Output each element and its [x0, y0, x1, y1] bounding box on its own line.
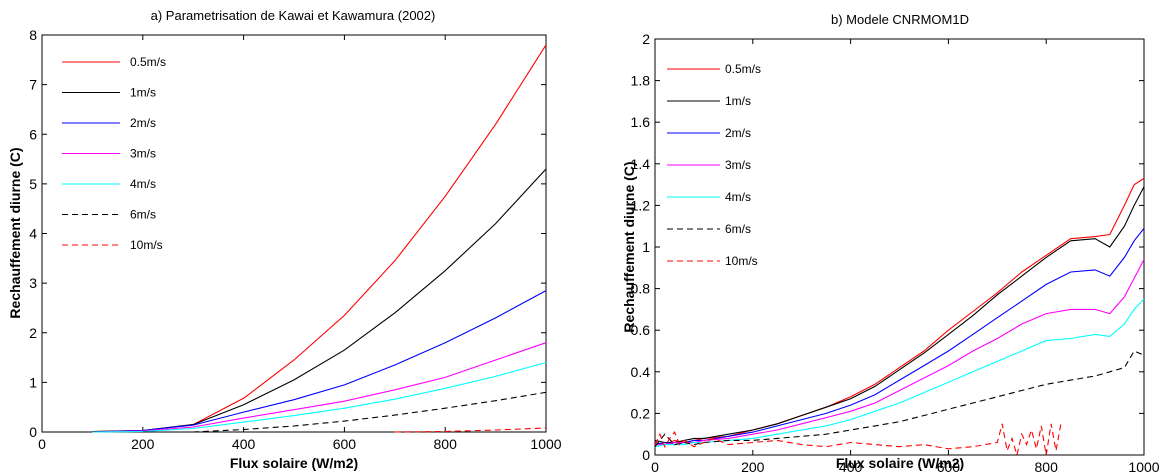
chart-a-xlabel: Flux solaire (W/m2)	[230, 455, 358, 471]
y-tick-label: 0.2	[631, 405, 651, 421]
legend-label: 0.5m/s	[130, 55, 166, 69]
x-tick-label: 600	[333, 436, 357, 452]
series-line-10m-s	[654, 423, 1062, 458]
legend-label: 4m/s	[725, 190, 751, 204]
chart-b-cnrmom1d: b) Modele CNRMOM1D 0 200 400 600 800 1000 0 0.2…	[621, 12, 1160, 472]
chart-a-series	[92, 44, 547, 433]
y-tick-label: 1	[29, 374, 37, 390]
x-tick-label: 200	[131, 436, 155, 452]
series-line-4m-s	[654, 298, 1145, 448]
chart-a-axes-box	[41, 34, 547, 433]
x-tick-label: 600	[937, 459, 961, 472]
y-tick-label: 1.4	[631, 156, 651, 172]
y-tick-label: 2	[29, 325, 37, 341]
y-tick-label: 1.6	[631, 114, 651, 130]
legend-label: 10m/s	[725, 254, 758, 268]
y-tick-label: 0.4	[631, 364, 651, 380]
x-tick-label: 400	[232, 436, 256, 452]
y-tick-label: 1	[642, 239, 650, 255]
y-tick-label: 0	[29, 424, 37, 440]
chart-a-ylabel: Rechauffement diurne (C)	[7, 147, 23, 318]
y-tick-label: 6	[29, 126, 37, 142]
legend-label: 10m/s	[130, 238, 163, 252]
chart-b-series	[654, 177, 1145, 458]
x-tick-label: 0	[651, 459, 659, 472]
x-tick-label: 800	[1035, 459, 1059, 472]
y-tick-label: 4	[29, 226, 37, 242]
legend-label: 1m/s	[130, 86, 156, 100]
chart-a-legend: 0.5m/s 1m/s 2m/s 3m/s 4m/s 6m/s 10m/s	[62, 55, 166, 252]
chart-b-title: b) Modele CNRMOM1D	[831, 12, 969, 27]
legend-label: 6m/s	[725, 222, 751, 236]
series-line-2m-s	[92, 290, 547, 433]
x-tick-label: 1000	[530, 436, 561, 452]
x-tick-label: 800	[434, 436, 458, 452]
series-line-6m-s	[654, 350, 1145, 448]
series-line-3m-s	[655, 259, 1145, 446]
y-tick-label: 0.8	[631, 281, 651, 297]
series-line-1m-s	[654, 186, 1145, 444]
y-tick-label: 5	[29, 176, 37, 192]
legend-label: 2m/s	[725, 126, 751, 140]
series-line-2m-s	[654, 227, 1145, 446]
legend-label: 3m/s	[130, 147, 156, 161]
chart-b-legend: 0.5m/s 1m/s 2m/s 3m/s 4m/s 6m/s 10m/s	[667, 62, 761, 268]
series-line-3m-s	[92, 342, 547, 433]
y-tick-label: 8	[29, 27, 37, 43]
x-tick-label: 1000	[1128, 459, 1159, 472]
y-tick-label: 1.2	[631, 197, 651, 213]
y-tick-label: 3	[29, 275, 37, 291]
y-tick-label: 7	[29, 77, 37, 93]
legend-label: 0.5m/s	[725, 62, 761, 76]
chart-b-xlabel: Flux solaire (W/m2)	[836, 455, 964, 471]
chart-b-ticks: 0 200 400 600 800 1000 0 0.2 0.4 0.6 0.8 1 1.2 1.4 1.6…	[631, 31, 1160, 472]
x-tick-label: 400	[839, 459, 863, 472]
x-tick-label: 0	[38, 436, 46, 452]
chart-a-ticks: 0 200 400 600 800 1000 0 1 2 3 4 5 6 7 8	[29, 27, 562, 452]
y-tick-label: 0.6	[631, 322, 651, 338]
series-line-4m-s	[92, 361, 547, 433]
legend-label: 1m/s	[725, 94, 751, 108]
series-line-6m-s	[142, 391, 547, 433]
chart-a-title: a) Parametrisation de Kawai et Kawamura …	[151, 8, 436, 23]
legend-label: 6m/s	[130, 208, 156, 222]
series-line-10m-s	[394, 427, 547, 433]
chart-b-ylabel: Rechauffement diurne (C)	[621, 161, 637, 332]
y-tick-label: 1.8	[631, 73, 651, 89]
legend-label: 4m/s	[130, 177, 156, 191]
x-tick-label: 200	[741, 459, 765, 472]
series-line-0-5m-s	[654, 177, 1145, 446]
legend-label: 3m/s	[725, 158, 751, 172]
legend-label: 2m/s	[130, 116, 156, 130]
y-tick-label: 2	[642, 31, 650, 47]
chart-a-kawai-kawamura: a) Parametrisation de Kawai et Kawamura …	[7, 8, 562, 471]
y-tick-label: 0	[642, 447, 650, 463]
